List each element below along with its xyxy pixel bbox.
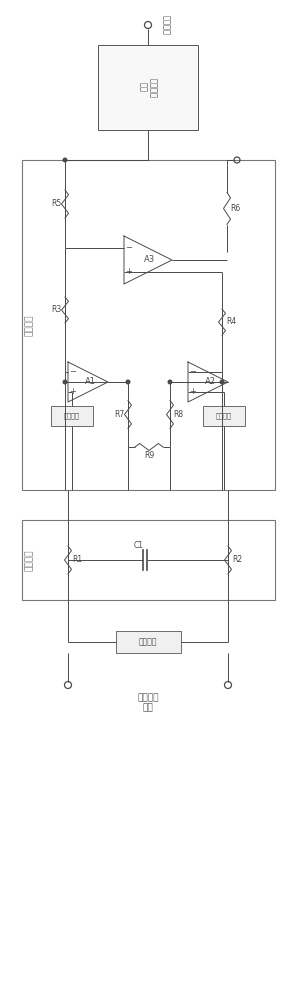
Text: 环路电流
输入: 环路电流 输入 (137, 693, 159, 713)
Text: 场效应管: 场效应管 (216, 413, 232, 419)
Text: +: + (189, 387, 196, 396)
Bar (51, 406, 93, 426)
Text: A2: A2 (205, 377, 216, 386)
Text: A1: A1 (85, 377, 96, 386)
Text: R7: R7 (114, 410, 124, 419)
Text: R5: R5 (51, 200, 61, 209)
Circle shape (168, 380, 172, 384)
Bar (98, 45, 198, 130)
Text: 运放电路: 运放电路 (24, 314, 34, 336)
Text: R2: R2 (232, 556, 242, 564)
Text: 采样电阻: 采样电阻 (139, 638, 157, 647)
Text: 滤波电路: 滤波电路 (24, 549, 34, 571)
Circle shape (63, 380, 67, 384)
Text: 数字输出: 数字输出 (162, 15, 170, 35)
Text: R8: R8 (173, 410, 183, 419)
Text: −: − (69, 367, 77, 376)
Text: A3: A3 (144, 255, 156, 264)
Text: C1: C1 (134, 542, 144, 550)
Text: +: + (69, 387, 76, 396)
Bar (203, 406, 245, 426)
Text: −: − (126, 243, 132, 252)
Bar (22, 160, 275, 490)
Text: 数模转换
芯片: 数模转换 芯片 (138, 78, 158, 98)
Text: +: + (126, 267, 132, 276)
Bar (22, 520, 275, 600)
Text: R1: R1 (72, 556, 82, 564)
Text: 场效应管: 场效应管 (64, 413, 80, 419)
Text: R6: R6 (230, 204, 240, 213)
Circle shape (126, 380, 130, 384)
Text: R3: R3 (51, 306, 61, 314)
Circle shape (63, 158, 67, 162)
Text: −: − (189, 367, 197, 376)
Text: R9: R9 (144, 452, 154, 460)
Text: R4: R4 (226, 318, 236, 326)
Circle shape (220, 380, 224, 384)
Bar (116, 631, 181, 653)
